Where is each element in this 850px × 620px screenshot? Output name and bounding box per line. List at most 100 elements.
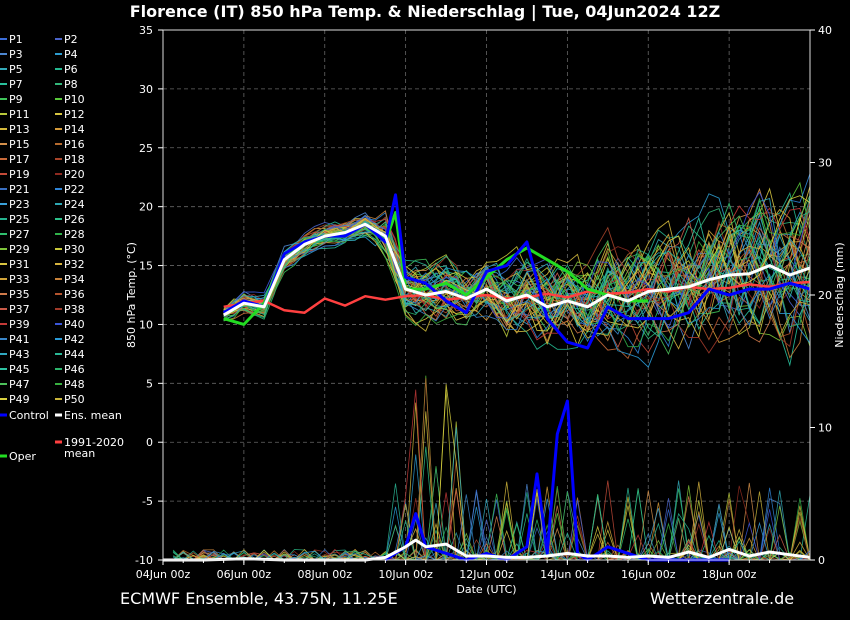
x-tick-label: 18Jun 00z (702, 568, 757, 581)
legend-label: P20 (64, 168, 85, 181)
axes: 35 30 25 20 15 10 5 0 -5 -10 40 30 20 10 0 04Jun 00z 06J… (125, 24, 846, 596)
main-series (163, 193, 811, 562)
legend-label: Control (9, 409, 49, 422)
legend-label: P34 (64, 273, 85, 286)
legend-label: P7 (9, 78, 23, 91)
member-temp-line (223, 218, 811, 341)
y-tick-label: 25 (139, 142, 153, 155)
member-precip-line (173, 467, 811, 561)
y-tick-label: 15 (139, 260, 153, 273)
legend-label: P15 (9, 138, 30, 151)
legend-label: P38 (64, 303, 85, 316)
x-tick-label: 06Jun 00z (217, 568, 272, 581)
y2-tick-label: 20 (818, 289, 832, 302)
x-tick-label: 14Jun 00z (540, 568, 595, 581)
legend-label: P31 (9, 258, 30, 271)
legend-label: P49 (9, 393, 30, 406)
legend-label: P29 (9, 243, 30, 256)
legend-label: P17 (9, 153, 30, 166)
x-tick-label: 04Jun 00z (136, 568, 191, 581)
legend-label: P36 (64, 288, 85, 301)
legend-label: 1991-2020 (64, 436, 124, 449)
y2-axis-label: Niederschlag (mm) (833, 242, 846, 347)
y-tick-label: 0 (146, 436, 153, 449)
legend-label: P47 (9, 378, 30, 391)
legend-label: P33 (9, 273, 30, 286)
legend-label: P12 (64, 108, 85, 121)
y-tick-label: -5 (142, 495, 153, 508)
member-temp-line (223, 224, 811, 348)
member-temp-line (223, 198, 811, 327)
legend-label: P11 (9, 108, 30, 121)
x-tick-label: 12Jun 00z (459, 568, 514, 581)
legend-label: Oper (9, 450, 36, 463)
member-precip-line (173, 402, 810, 561)
legend-label: P46 (64, 363, 85, 376)
x-tick-label: 08Jun 00z (298, 568, 353, 581)
legend-label: P24 (64, 198, 85, 211)
y2-tick-label: 40 (818, 24, 832, 37)
y2-tick-label: 10 (818, 422, 832, 435)
legend-label: P21 (9, 183, 30, 196)
y2-tick-label: 0 (818, 554, 825, 567)
legend-label: P23 (9, 198, 30, 211)
source-credit: Wetterzentrale.de (650, 589, 795, 608)
x-axis-label: Date (UTC) (456, 583, 516, 596)
legend-label: P25 (9, 213, 30, 226)
series-ens-mean-line (222, 222, 811, 317)
legend-label: P5 (9, 63, 23, 76)
legend-label: P6 (64, 63, 78, 76)
legend-label: P35 (9, 288, 30, 301)
legend-label: P45 (9, 363, 30, 376)
member-temp-line (223, 229, 811, 332)
legend: P1 P2 P3 P4 P5 P6 P7 P8 P9 P10 P11 P12 P13 P14 P15 P16 P… (0, 33, 124, 463)
legend-label: P40 (64, 318, 85, 331)
legend-label: P4 (64, 48, 78, 61)
legend-label: P28 (64, 228, 85, 241)
y-axis-label: 850 hPa Temp. (°C) (125, 242, 138, 348)
legend-label: mean (64, 447, 95, 460)
y-tick-label: 10 (139, 318, 153, 331)
legend-label: P1 (9, 33, 23, 46)
legend-label: P3 (9, 48, 23, 61)
legend-label: P8 (64, 78, 78, 91)
legend-label: P41 (9, 333, 30, 346)
legend-label: P43 (9, 348, 30, 361)
y-tick-label: 30 (139, 83, 153, 96)
legend-label: P50 (64, 393, 85, 406)
legend-label: P27 (9, 228, 30, 241)
x-tick-label: 10Jun 00z (378, 568, 433, 581)
legend-label: P13 (9, 123, 30, 136)
y-tick-label: -10 (135, 554, 153, 567)
legend-label: P22 (64, 183, 85, 196)
legend-label: P48 (64, 378, 85, 391)
model-info: ECMWF Ensemble, 43.75N, 11.25E (120, 589, 398, 608)
legend-label: P26 (64, 213, 85, 226)
y-tick-label: 5 (146, 377, 153, 390)
y2-tick-label: 30 (818, 157, 832, 170)
legend-label: Ens. mean (64, 409, 122, 422)
legend-label: P30 (64, 243, 85, 256)
series-control-precip-line (384, 399, 730, 562)
legend-label: P18 (64, 153, 85, 166)
legend-label: P42 (64, 333, 85, 346)
legend-label: P19 (9, 168, 30, 181)
legend-label: P16 (64, 138, 85, 151)
chart-title: Florence (IT) 850 hPa Temp. & Niederschl… (129, 2, 721, 21)
x-tick-label: 16Jun 00z (621, 568, 676, 581)
legend-label: P44 (64, 348, 85, 361)
y-tick-label: 20 (139, 201, 153, 214)
legend-label: P37 (9, 303, 30, 316)
legend-label: P10 (64, 93, 85, 106)
legend-label: P14 (64, 123, 85, 136)
legend-label: P32 (64, 258, 85, 271)
member-precip-line (172, 465, 811, 561)
member-temp-line (223, 230, 811, 368)
member-temp-line (223, 195, 811, 333)
legend-label: P2 (64, 33, 78, 46)
legend-label: P9 (9, 93, 23, 106)
y-tick-label: 35 (139, 24, 153, 37)
ensemble-lines (172, 173, 811, 562)
legend-label: P39 (9, 318, 30, 331)
